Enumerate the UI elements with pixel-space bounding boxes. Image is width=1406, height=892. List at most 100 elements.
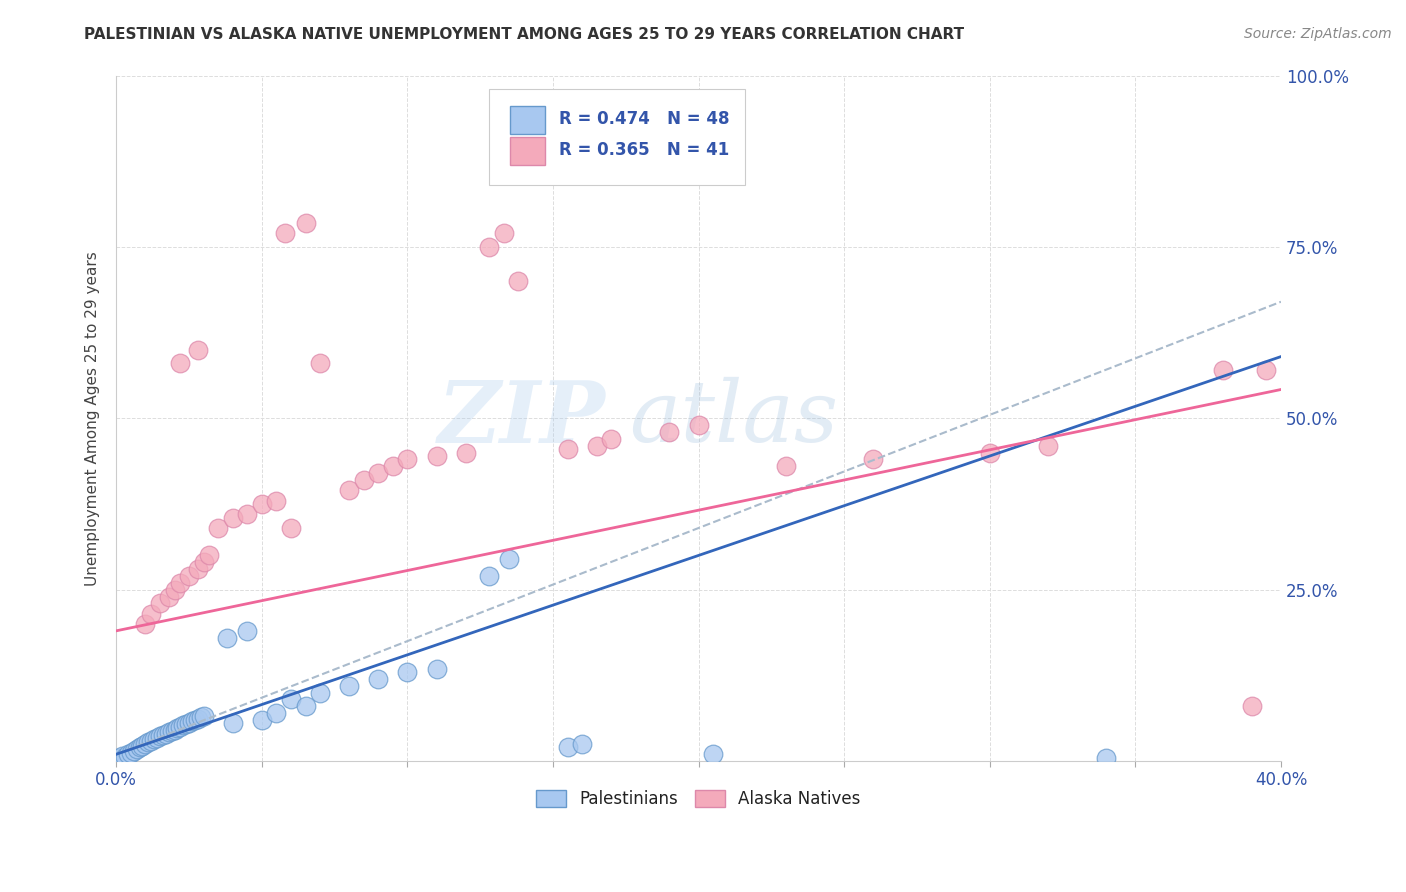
Text: R = 0.474   N = 48: R = 0.474 N = 48 [558,110,730,128]
Point [163,582,186,597]
Point [184,713,207,727]
Point [236,508,259,522]
Point [498,552,520,566]
Point [117,747,139,762]
Point [571,737,593,751]
Point [478,240,501,254]
Point [163,723,186,737]
Point [141,733,163,747]
Point [187,562,209,576]
Point [979,445,1001,459]
Point [600,432,623,446]
Point [174,717,197,731]
Point [190,710,212,724]
Point [1240,699,1263,714]
Point [181,714,204,729]
Point [250,713,273,727]
Point [688,418,710,433]
Point [337,679,360,693]
Point [160,723,183,738]
Point [122,744,145,758]
Point [425,449,447,463]
Point [1212,363,1234,377]
Point [172,718,194,732]
Point [236,624,259,638]
Point [266,706,288,720]
Point [425,661,447,675]
FancyBboxPatch shape [489,89,745,186]
Point [149,596,172,610]
Point [396,665,419,679]
Point [309,685,332,699]
Point [294,216,316,230]
Point [143,732,166,747]
Point [274,226,297,240]
Text: R = 0.365   N = 41: R = 0.365 N = 41 [558,141,730,160]
Point [1036,439,1059,453]
Point [157,725,180,739]
Point [222,510,245,524]
Point [266,493,288,508]
Point [506,274,529,288]
Point [198,549,221,563]
Point [152,728,174,742]
Point [177,715,200,730]
Point [337,483,360,498]
Point [294,699,316,714]
Y-axis label: Unemployment Among Ages 25 to 29 years: Unemployment Among Ages 25 to 29 years [86,251,100,586]
Point [187,712,209,726]
Point [141,607,163,621]
Text: PALESTINIAN VS ALASKA NATIVE UNEMPLOYMENT AMONG AGES 25 TO 29 YEARS CORRELATION : PALESTINIAN VS ALASKA NATIVE UNEMPLOYMEN… [84,27,965,42]
Point [114,750,136,764]
Point [193,709,215,723]
Point [775,459,797,474]
Point [557,740,579,755]
Point [166,721,188,735]
Point [146,731,169,745]
Point [157,590,180,604]
Text: ZIP: ZIP [437,376,606,460]
Point [120,746,142,760]
Point [454,445,477,459]
Point [169,575,191,590]
Text: Source: ZipAtlas.com: Source: ZipAtlas.com [1244,27,1392,41]
FancyBboxPatch shape [510,137,546,165]
Point [381,459,404,474]
Point [187,343,209,357]
Point [136,735,159,749]
Point [128,740,150,755]
Point [280,692,302,706]
Point [862,452,884,467]
Point [309,356,332,370]
Point [215,631,238,645]
Point [585,439,607,453]
Point [134,737,156,751]
Point [280,521,302,535]
Point [353,473,375,487]
Point [193,555,215,569]
Point [155,726,177,740]
Point [478,569,501,583]
Point [131,739,153,753]
Point [125,741,148,756]
Point [367,466,389,480]
Point [169,356,191,370]
Point [557,442,579,457]
Point [177,569,200,583]
Point [658,425,681,439]
Point [207,521,229,535]
Point [492,226,515,240]
Point [250,497,273,511]
Point [111,748,134,763]
Point [169,720,191,734]
Point [149,730,172,744]
Point [702,747,724,762]
Text: atlas: atlas [628,377,838,459]
Point [134,617,156,632]
Point [222,716,245,731]
Point [108,750,131,764]
Point [1095,750,1118,764]
FancyBboxPatch shape [510,106,546,134]
Point [396,452,419,467]
Point [367,672,389,686]
